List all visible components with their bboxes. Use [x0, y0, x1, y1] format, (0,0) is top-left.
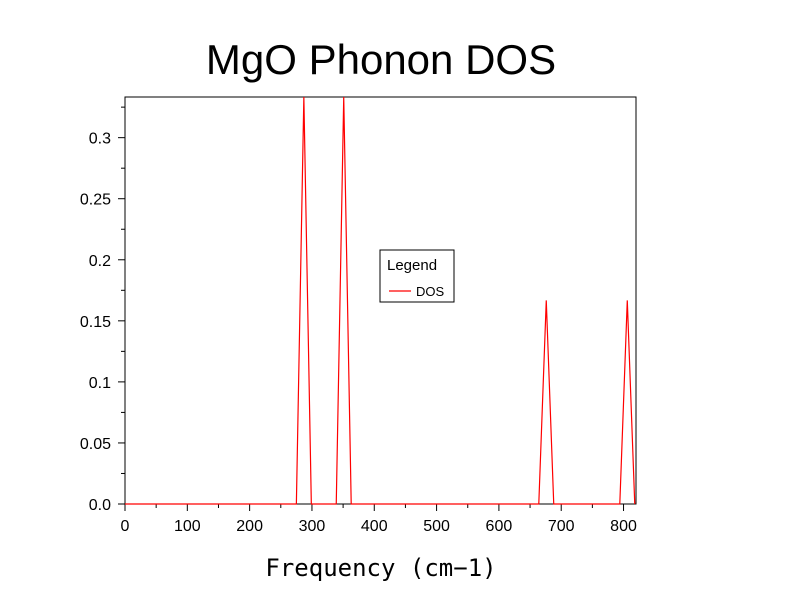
x-tick-label: 800 [610, 518, 637, 535]
x-tick-label: 100 [174, 518, 201, 535]
y-axis-ticks: 0.0 0.05 0.1 0.15 0.2 0.25 0.3 [80, 106, 125, 514]
legend-box [379, 249, 455, 303]
y-tick-label: 0.25 [80, 192, 111, 209]
x-axis-ticks: 0 100 200 300 400 500 600 700 800 [121, 504, 637, 535]
legend-title: Legend [387, 257, 437, 274]
y-tick-label: 0.2 [89, 253, 111, 270]
y-tick-label: 0.15 [80, 314, 111, 331]
legend: Legend DOS [379, 249, 455, 303]
x-tick-label: 700 [548, 518, 575, 535]
x-tick-label: 400 [361, 518, 388, 535]
y-tick-label: 0.1 [89, 375, 111, 392]
x-tick-label: 500 [423, 518, 450, 535]
y-tick-label: 0.3 [89, 131, 111, 148]
series-line-dos [125, 96, 636, 505]
series-layer [125, 96, 636, 505]
x-tick-label: 0 [121, 518, 130, 535]
x-axis-label: Frequency (cm−1) [265, 554, 496, 582]
x-tick-label: 300 [299, 518, 326, 535]
chart-title: MgO Phonon DOS [206, 36, 556, 83]
y-tick-label: 0.05 [80, 436, 111, 453]
legend-entry-dos: DOS [416, 284, 445, 299]
x-tick-label: 200 [236, 518, 263, 535]
y-tick-label: 0.0 [89, 497, 111, 514]
x-tick-label: 600 [486, 518, 513, 535]
